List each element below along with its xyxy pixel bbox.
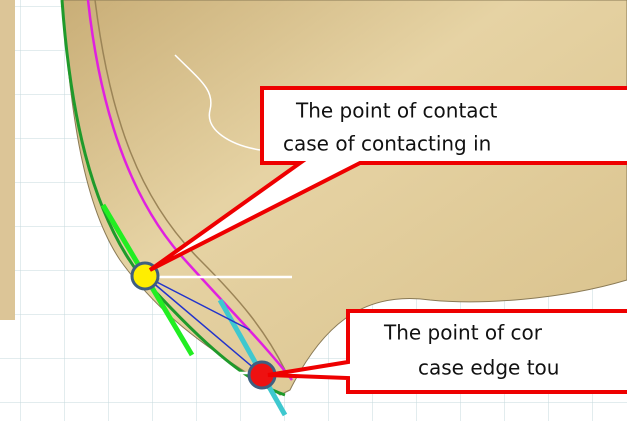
callout-text: case edge tou (418, 356, 559, 380)
page: The point of contact case of contacting … (0, 0, 627, 421)
screenshot: The point of contact case of contacting … (0, 0, 627, 421)
callout-text: case of contacting in (283, 132, 491, 156)
callout-text: The point of cor (383, 321, 543, 345)
callout-text: The point of contact (295, 99, 498, 123)
left-part (0, 0, 15, 320)
